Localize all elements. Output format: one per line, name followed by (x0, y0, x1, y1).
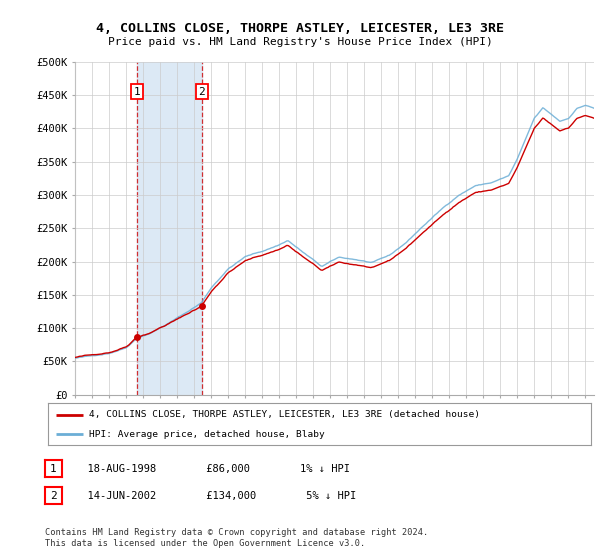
Bar (137, 62, 202, 395)
Text: HPI: Average price, detached house, Blaby: HPI: Average price, detached house, Blab… (89, 430, 325, 439)
Text: 18-AUG-1998        £86,000        1% ↓ HPI: 18-AUG-1998 £86,000 1% ↓ HPI (75, 464, 350, 474)
Text: 14-JUN-2002        £134,000        5% ↓ HPI: 14-JUN-2002 £134,000 5% ↓ HPI (75, 491, 356, 501)
Text: 1: 1 (50, 464, 57, 474)
Text: 4, COLLINS CLOSE, THORPE ASTLEY, LEICESTER, LE3 3RE (detached house): 4, COLLINS CLOSE, THORPE ASTLEY, LEICEST… (89, 410, 480, 419)
Text: Price paid vs. HM Land Registry's House Price Index (HPI): Price paid vs. HM Land Registry's House … (107, 37, 493, 47)
Text: 2: 2 (199, 87, 205, 96)
Text: 4, COLLINS CLOSE, THORPE ASTLEY, LEICESTER, LE3 3RE: 4, COLLINS CLOSE, THORPE ASTLEY, LEICEST… (96, 22, 504, 35)
Text: Contains HM Land Registry data © Crown copyright and database right 2024.
This d: Contains HM Land Registry data © Crown c… (45, 528, 428, 548)
Text: 1: 1 (133, 87, 140, 96)
Text: 2: 2 (50, 491, 57, 501)
